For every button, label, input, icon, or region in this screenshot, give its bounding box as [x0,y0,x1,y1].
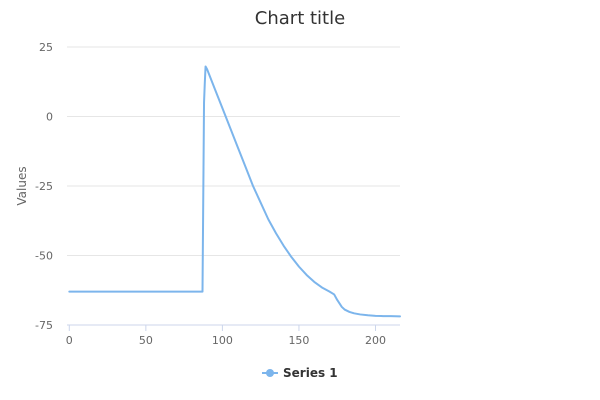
y-tick-label: 0 [46,111,53,124]
grid: 25 0 -25 -50 -75 [35,41,400,332]
y-axis-label: Values [15,166,29,205]
y-tick-label: 25 [39,41,53,54]
series-line[interactable] [68,65,401,318]
series-layer [68,65,401,318]
x-tick-label: 50 [139,334,153,347]
x-tick-label: 0 [66,334,73,347]
chart-title: Chart title [255,8,345,29]
legend-label[interactable]: Series 1 [283,366,338,380]
y-tick-label: -75 [35,319,53,332]
x-tick-label: 150 [288,334,309,347]
legend[interactable]: Series 1 [262,366,338,380]
y-tick-label: -25 [35,180,53,193]
legend-marker [266,369,274,377]
x-tick-label: 200 [365,334,386,347]
x-axis: 0 50 100 150 200 [66,324,400,347]
y-tick-label: -50 [35,250,53,263]
x-tick-label: 100 [212,334,233,347]
